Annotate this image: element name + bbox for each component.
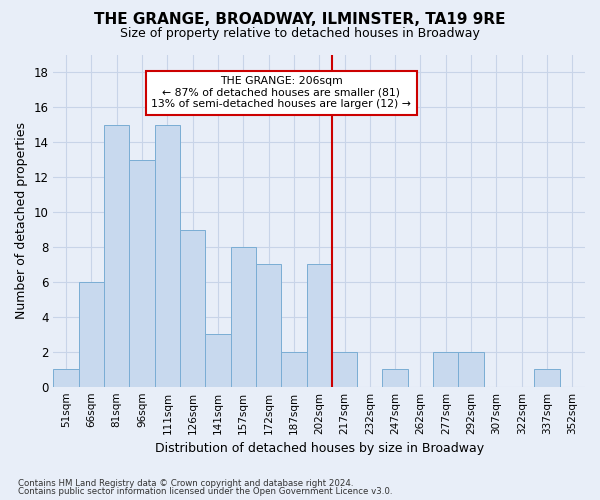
- Text: Contains public sector information licensed under the Open Government Licence v3: Contains public sector information licen…: [18, 487, 392, 496]
- Text: THE GRANGE: 206sqm
← 87% of detached houses are smaller (81)
13% of semi-detache: THE GRANGE: 206sqm ← 87% of detached hou…: [151, 76, 411, 109]
- Text: THE GRANGE, BROADWAY, ILMINSTER, TA19 9RE: THE GRANGE, BROADWAY, ILMINSTER, TA19 9R…: [94, 12, 506, 28]
- Bar: [382, 369, 408, 386]
- Bar: [256, 264, 281, 386]
- Bar: [458, 352, 484, 386]
- Bar: [79, 282, 104, 387]
- Bar: [205, 334, 230, 386]
- Bar: [281, 352, 307, 386]
- Bar: [535, 369, 560, 386]
- Y-axis label: Number of detached properties: Number of detached properties: [15, 122, 28, 320]
- Bar: [180, 230, 205, 386]
- Bar: [155, 125, 180, 386]
- Text: Contains HM Land Registry data © Crown copyright and database right 2024.: Contains HM Land Registry data © Crown c…: [18, 478, 353, 488]
- Bar: [104, 125, 130, 386]
- Bar: [433, 352, 458, 386]
- Bar: [307, 264, 332, 386]
- Bar: [230, 247, 256, 386]
- Bar: [53, 369, 79, 386]
- X-axis label: Distribution of detached houses by size in Broadway: Distribution of detached houses by size …: [155, 442, 484, 455]
- Text: Size of property relative to detached houses in Broadway: Size of property relative to detached ho…: [120, 28, 480, 40]
- Bar: [130, 160, 155, 386]
- Bar: [332, 352, 357, 386]
